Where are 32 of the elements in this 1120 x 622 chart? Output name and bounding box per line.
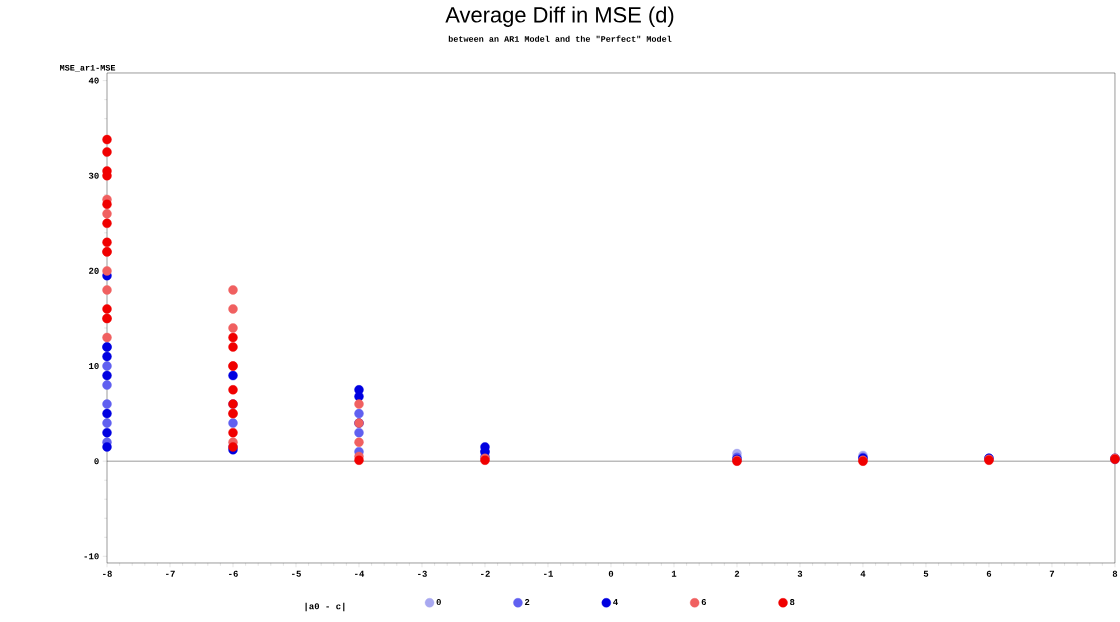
x-tick-label: -4 xyxy=(355,570,365,577)
y-tick-label: 10 xyxy=(89,362,99,370)
legend-label: 6 xyxy=(701,599,707,606)
x-tick-label: 3 xyxy=(797,570,803,577)
x-tick-label: -2 xyxy=(481,570,490,577)
chart-title: Average Diff in MSE (d) xyxy=(445,6,674,27)
y-tick-label: -10 xyxy=(84,553,99,560)
x-tick-label: 8 xyxy=(1112,570,1118,577)
x-tick-label: 2 xyxy=(734,570,740,577)
x-tick-label: -3 xyxy=(418,570,427,577)
legend-label: 4 xyxy=(613,599,618,605)
x-tick-label: -8 xyxy=(103,570,112,577)
x-tick-label: 7 xyxy=(1049,570,1055,577)
x-tick-label: 6 xyxy=(986,570,992,577)
x-tick-label: -6 xyxy=(229,570,238,577)
chart-subtitle: between an AR1 Model and the "Perfect" Model xyxy=(448,35,672,42)
x-tick-label: 0 xyxy=(608,570,614,577)
x-tick-label: -7 xyxy=(166,570,175,577)
x-tick-label: 4 xyxy=(860,570,866,577)
legend-label: 8 xyxy=(790,599,795,606)
x-tick-label: -5 xyxy=(292,570,301,577)
y-axis-title: MSE_ar1-MSE xyxy=(60,64,116,72)
y-tick-label: 30 xyxy=(88,172,99,179)
x-tick-label: 5 xyxy=(923,570,929,577)
y-tick-label: 40 xyxy=(88,77,99,84)
y-tick-label: 20 xyxy=(89,267,99,274)
x-tick-label: -1 xyxy=(544,570,553,577)
y-tick-label: 0 xyxy=(94,458,99,465)
legend-label: 2 xyxy=(524,599,530,606)
x-tick-label: 1 xyxy=(671,570,677,577)
legend-title: |a0 - c| xyxy=(305,602,345,612)
legend-label: 0 xyxy=(436,599,441,606)
